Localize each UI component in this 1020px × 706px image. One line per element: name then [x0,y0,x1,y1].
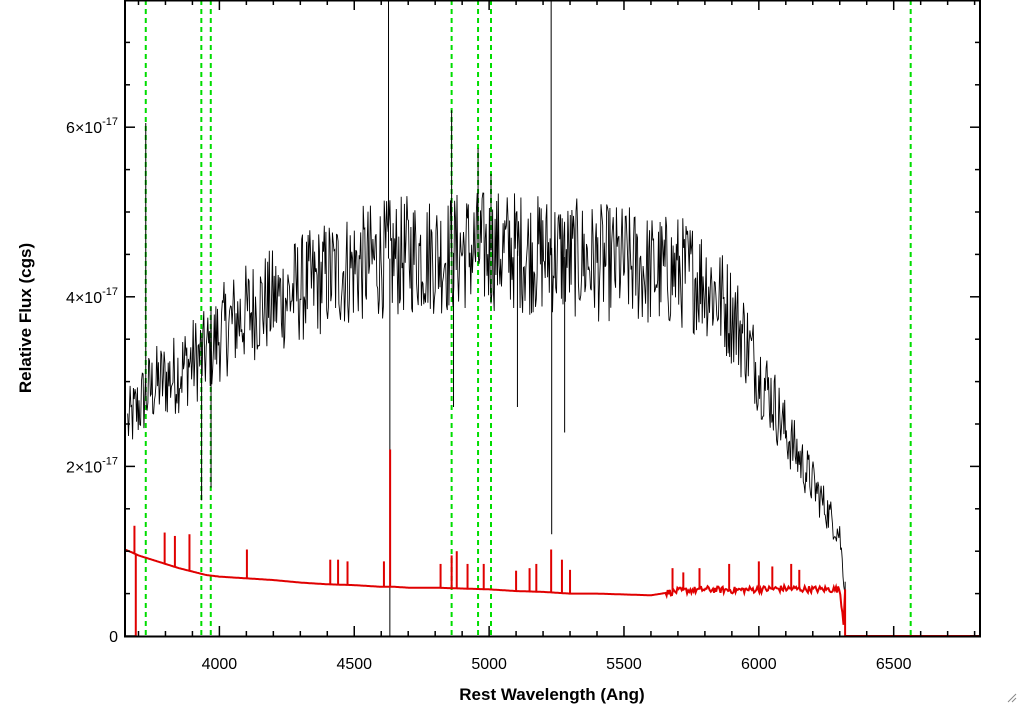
x-tick-label: 6000 [741,656,777,673]
spectrum-line [127,192,846,592]
x-tick-label: 4000 [202,656,238,673]
tick-labels: 4000 4500 5000 5500 6000 6500 0 2×10-17 4×10-17 6… [66,116,912,673]
y-axis-title: Relative Flux (cgs) [16,243,35,393]
axis-ticks [125,0,980,637]
reference-lines [144,0,912,636]
y-tick-label: 4×10-17 [66,286,118,307]
resize-grip-icon[interactable] [1005,691,1017,703]
model-line [124,548,980,637]
spectrum-series [127,0,846,636]
x-tick-label: 4500 [336,656,372,673]
y-tick-label: 6×10-17 [66,116,118,137]
y-tick-label: 2×10-17 [66,455,118,476]
x-tick-label: 5500 [606,656,642,673]
model-series [124,449,980,637]
x-tick-label: 6500 [876,656,912,673]
x-axis-title: Rest Wavelength (Ang) [459,685,644,704]
axes-box [124,0,981,638]
y-tick-label: 0 [109,629,118,646]
x-tick-label: 5000 [471,656,507,673]
plot-frame [124,0,981,638]
